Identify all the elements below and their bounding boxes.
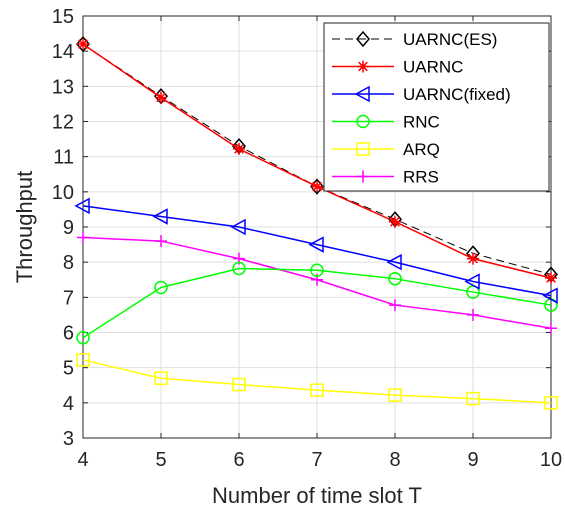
y-tick-label: 13 <box>52 76 74 98</box>
y-tick-label: 4 <box>63 393 74 415</box>
data-point <box>544 396 558 410</box>
series-lines <box>74 35 558 410</box>
legend-label: UARNC(ES) <box>403 30 497 49</box>
data-point <box>466 391 480 406</box>
y-tick-label: 7 <box>63 287 74 309</box>
legend-label: UARNC(fixed) <box>403 85 511 104</box>
data-point <box>77 38 89 51</box>
x-tick-label: 9 <box>467 449 478 471</box>
series-uarnc <box>77 38 557 284</box>
data-point <box>155 91 167 104</box>
legend: UARNC(ES) UARNC UARNC(fixed) RNC ARQ RRS <box>323 22 550 192</box>
legend-marker <box>356 142 370 156</box>
legend-entry: RNC <box>332 113 440 132</box>
data-point <box>545 271 557 284</box>
data-point <box>154 371 168 385</box>
data-point <box>232 261 246 276</box>
data-point <box>542 287 558 304</box>
data-point <box>467 252 479 265</box>
data-point <box>233 142 245 155</box>
data-point <box>388 271 402 286</box>
legend-marker <box>357 170 369 183</box>
data-point <box>464 273 480 290</box>
data-point <box>389 215 401 228</box>
series-line <box>82 205 552 297</box>
data-point <box>74 197 90 215</box>
legend-entry: UARNC(ES) <box>332 30 497 49</box>
data-point <box>308 236 324 253</box>
series-line <box>82 267 552 339</box>
data-point <box>76 353 90 367</box>
y-axis-label: Throughput <box>12 171 37 284</box>
y-tick-label: 12 <box>52 112 74 134</box>
legend-entry: UARNC(fixed) <box>332 85 511 104</box>
x-tick-label: 4 <box>77 449 88 471</box>
data-point <box>77 231 89 244</box>
legend-marker <box>354 85 370 103</box>
legend-label: UARNC <box>403 58 463 77</box>
x-tick-label: 7 <box>311 449 322 471</box>
legend-marker <box>356 30 370 48</box>
data-point <box>76 331 90 345</box>
legend-entry: RRS <box>332 168 439 187</box>
x-tick-label: 5 <box>155 449 166 471</box>
data-point <box>388 388 402 402</box>
data-point <box>311 180 323 193</box>
y-tick-label: 5 <box>63 358 74 380</box>
data-point <box>386 253 402 271</box>
y-tick-label: 3 <box>63 428 74 450</box>
data-point <box>467 308 479 321</box>
data-point <box>152 208 168 225</box>
y-tick-label: 14 <box>52 41 74 63</box>
data-point <box>76 35 90 53</box>
legend-marker <box>357 60 369 73</box>
data-point <box>230 218 246 236</box>
legend-label: RNC <box>403 113 440 132</box>
series-line <box>82 359 552 404</box>
data-point <box>310 383 324 397</box>
x-tick-label: 6 <box>233 449 244 471</box>
y-tick-label: 9 <box>63 217 74 239</box>
series-uarnc-fixed <box>74 197 558 304</box>
x-axis-label: Number of time slot T <box>212 483 422 508</box>
x-tick-label: 8 <box>389 449 400 471</box>
legend-marker <box>356 114 370 129</box>
y-tick-label: 15 <box>52 6 74 28</box>
legend-label: RRS <box>403 168 439 187</box>
y-tick-label: 6 <box>63 323 74 345</box>
data-point <box>232 377 246 392</box>
x-tick-label: 10 <box>540 449 562 471</box>
data-point <box>310 263 324 278</box>
data-point <box>154 280 168 295</box>
data-point <box>389 299 401 312</box>
legend-box <box>323 22 550 192</box>
y-tick-label: 11 <box>53 147 74 169</box>
legend-label: ARQ <box>403 140 440 159</box>
data-point <box>155 235 167 248</box>
y-tick-label: 10 <box>52 182 74 204</box>
series-arq <box>76 353 558 410</box>
data-point <box>545 322 557 335</box>
legend-entry: UARNC <box>332 58 463 77</box>
legend-entry: ARQ <box>332 140 440 159</box>
y-tick-label: 8 <box>63 252 74 274</box>
series-rnc <box>76 261 558 345</box>
